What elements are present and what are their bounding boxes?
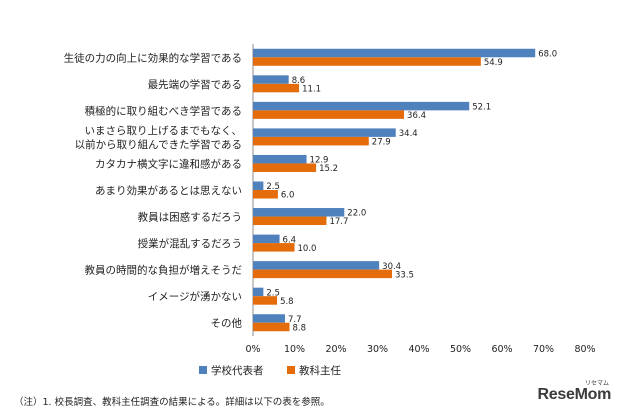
bar-school-rep <box>253 261 380 270</box>
x-tick-label: 0% <box>245 344 260 355</box>
data-label: 8.8 <box>293 323 307 333</box>
bar-school-rep <box>253 75 289 84</box>
chart-legend: 学校代表者 教科主任 <box>199 364 341 377</box>
data-label: 6.0 <box>281 191 295 201</box>
bar-subject-head <box>253 322 290 332</box>
bar-subject-head <box>253 57 481 66</box>
x-tick-label: 10% <box>284 344 305 355</box>
data-label: 33.5 <box>395 270 414 280</box>
data-label: 2.5 <box>266 288 280 298</box>
data-label: 22.0 <box>347 209 366 219</box>
bar-school-rep <box>253 208 345 217</box>
bar-school-rep <box>253 154 307 164</box>
bar-subject-head <box>253 163 317 172</box>
data-label: 68.0 <box>538 49 557 59</box>
bar-school-rep <box>253 101 470 111</box>
bar-school-rep <box>253 234 280 244</box>
category-label: あまり効果があるとは思えない <box>95 184 242 197</box>
bar-subject-head <box>253 243 295 252</box>
legend-label: 学校代表者 <box>211 364 264 377</box>
watermark-ruby: リセマム <box>584 380 609 387</box>
x-tick-label: 80% <box>574 344 595 355</box>
x-tick-label: 40% <box>408 344 429 355</box>
data-label: 7.7 <box>288 315 302 325</box>
category-label: 生徒の力の向上に効果的な学習である <box>64 51 242 64</box>
bar-school-rep <box>253 287 264 297</box>
category-label: カタカナ横文字に違和感がある <box>95 157 242 170</box>
chart-bars <box>253 48 536 332</box>
category-label: 教員は困惑するだろう <box>138 211 242 224</box>
category-label: 最先端の学習である <box>148 78 242 91</box>
bar-school-rep <box>253 128 396 137</box>
bar-subject-head <box>253 216 327 226</box>
bar-subject-head <box>253 136 369 146</box>
category-label: その他 <box>211 317 243 330</box>
x-tick-label: 60% <box>491 344 512 355</box>
chart-labels: 0% 10% 20% 30% 40% 50% 60% 70% 80% 生徒の力の向上に効果的な学習… <box>64 49 596 355</box>
category-label: 以前から取り組んできた学習である <box>75 138 242 151</box>
resemom-logo: ReseMom <box>537 386 612 403</box>
legend-swatch <box>287 366 295 374</box>
data-label: 52.1 <box>472 103 491 113</box>
data-label: 5.8 <box>280 297 294 307</box>
category-label: イメージが湧かない <box>148 290 242 303</box>
bar-subject-head <box>253 110 405 119</box>
bar-subject-head <box>253 296 278 305</box>
bar-school-rep <box>253 314 285 323</box>
x-tick-label: 30% <box>367 344 388 355</box>
legend-label: 教科主任 <box>299 364 341 377</box>
data-label: 15.2 <box>319 164 338 174</box>
data-label: 36.4 <box>407 111 426 121</box>
data-label: 8.6 <box>292 76 306 86</box>
data-label: 17.7 <box>329 217 348 227</box>
data-label: 2.5 <box>266 182 280 192</box>
legend-swatch <box>199 366 207 374</box>
bar-school-rep <box>253 48 536 58</box>
x-tick-label: 20% <box>325 344 346 355</box>
bar-subject-head <box>253 269 393 279</box>
x-tick-label: 70% <box>533 344 554 355</box>
category-label: 授業が混乱するだろう <box>138 237 242 250</box>
data-label: 30.4 <box>382 262 401 272</box>
data-label: 6.4 <box>283 235 297 245</box>
data-label: 27.9 <box>372 138 391 148</box>
footnote: （注）1. 校長調査、教科主任調査の結果による。詳細は以下の表を参照。 <box>14 397 330 408</box>
data-label: 10.0 <box>298 244 317 254</box>
bar-subject-head <box>253 83 300 93</box>
bar-school-rep <box>253 181 264 190</box>
x-tick-label: 50% <box>450 344 471 355</box>
data-label: 54.9 <box>484 58 503 68</box>
bar-subject-head <box>253 190 278 199</box>
data-label: 34.4 <box>399 129 418 139</box>
data-label: 12.9 <box>310 156 329 166</box>
category-label: いまさら取り上げるまでもなく、 <box>85 125 243 137</box>
data-label: 11.1 <box>302 85 321 95</box>
category-label: 積極的に取り組むべき学習である <box>85 104 242 117</box>
category-label: 教員の時間的な負担が増えそうだ <box>85 264 243 277</box>
